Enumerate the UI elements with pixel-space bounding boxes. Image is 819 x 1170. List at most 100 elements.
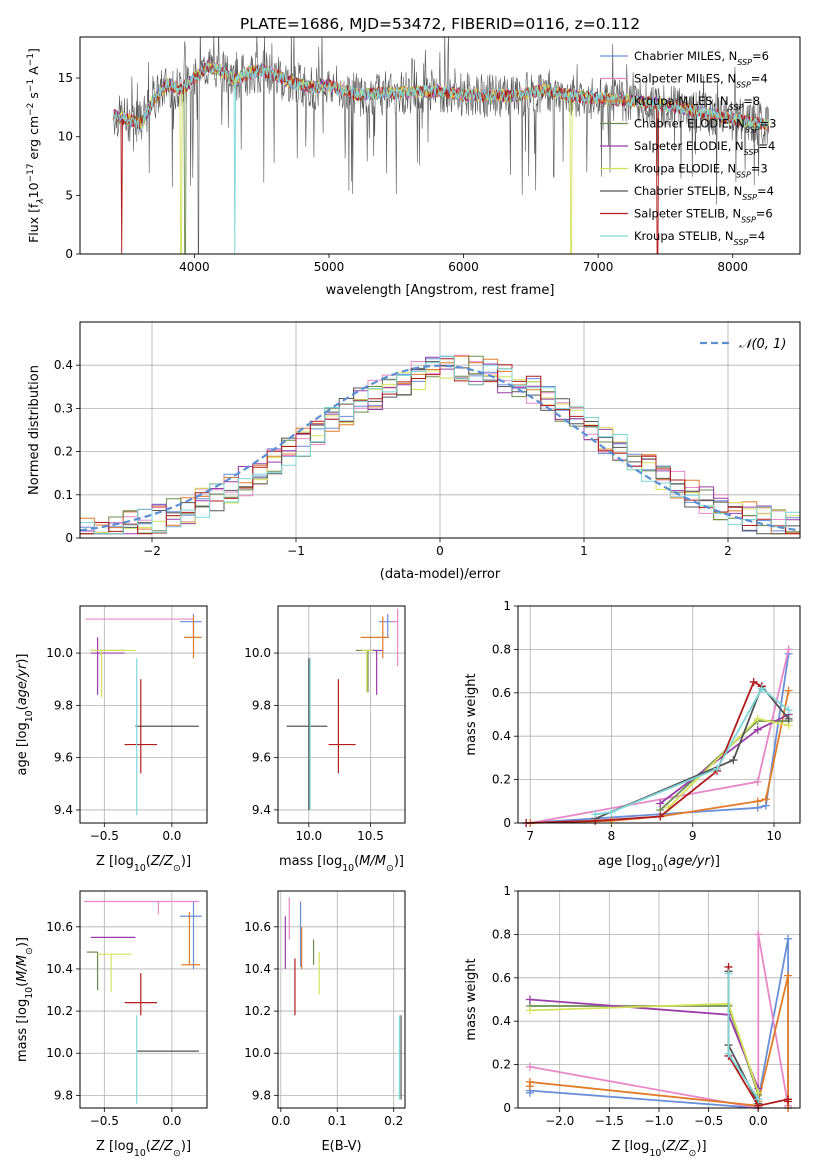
x-tick-label: 4000: [179, 260, 210, 274]
errorbar-kroupa_elodie: [361, 649, 373, 693]
y-tick-label: 10: [58, 130, 73, 144]
x-tick-label: −0.5: [90, 829, 119, 843]
y-tick-label: 0.2: [492, 773, 511, 787]
legend-entry: Chabrier MILES, NSSP=6: [634, 49, 769, 67]
axes-frame: [517, 605, 801, 824]
y-tick-label: 0.4: [492, 1014, 511, 1028]
x-tick-label: −0.5: [694, 1114, 723, 1128]
errorbar-chabrier_elodie: [355, 649, 375, 693]
errorbar-kroupa_miles: [181, 912, 201, 966]
errorbar-chabrier_stelib: [286, 658, 328, 810]
y-tick-label: 1: [503, 599, 511, 613]
y-tick-label: 10.6: [46, 920, 73, 934]
series-marker: [607, 808, 616, 817]
errorbar-salpeter_stelib: [328, 679, 356, 774]
series-line: [529, 1002, 760, 1094]
series-marker: [761, 795, 770, 804]
series-marker: [784, 934, 793, 943]
axes-frame: [79, 605, 208, 824]
series-line: [526, 653, 790, 824]
axes-frame: [79, 890, 208, 1109]
mass-weight-vs-age-plot: 7 8 9 10 0 0.2 0.4 0.6 0.8 1 age [log10(age/yr)] ma…: [464, 599, 801, 874]
y-tick-label: 1: [503, 884, 511, 898]
errorbar-chabrier_miles: [179, 613, 202, 638]
legend-entry: Salpeter ELODIE, NSSP=4: [634, 139, 775, 157]
errorbar-kroupa_elodie: [97, 953, 132, 993]
errorbar-chabrier_miles: [179, 901, 202, 969]
series-marker: [784, 686, 793, 695]
errorbar-salpeter_elodie: [90, 637, 125, 695]
series-marker: [753, 797, 762, 806]
y-tick-label: 9.8: [54, 1088, 73, 1102]
series-marker: [754, 1095, 763, 1104]
normal-curve: [79, 364, 801, 532]
legend-entry: Chabrier STELIB, NSSP=4: [634, 184, 774, 202]
x-tick-label: 0.0: [271, 1114, 290, 1128]
weight-series-kroupa_stelib: [724, 969, 763, 1104]
series-marker: [757, 684, 766, 693]
y-tick-label: 0: [65, 531, 73, 545]
errorbar-kroupa_elodie: [90, 649, 136, 698]
x-tick-label: −1.5: [595, 1114, 624, 1128]
series-line: [595, 687, 790, 816]
histogram-kroupa_stelib: [80, 356, 800, 535]
series-marker: [753, 725, 762, 734]
legend-entry: Kroupa STELIB, NSSP=4: [634, 229, 765, 247]
y-tick-label: 0: [503, 816, 511, 830]
series-marker: [753, 777, 762, 786]
series-marker: [784, 706, 793, 715]
x-axis-label: Z [log10(Z/Z⊙)]: [96, 854, 191, 874]
legend-entry: Salpeter MILES, NSSP=4: [634, 72, 768, 90]
spectrum-legend: Chabrier MILES, NSSP=6 Salpeter MILES, NS…: [600, 49, 776, 247]
spectrum-series-salpeter_stelib: [113, 62, 769, 254]
axes-frame: [277, 890, 406, 1109]
y-tick-label: 9.6: [54, 751, 73, 765]
spectrum-series-kroupa_stelib: [113, 61, 769, 254]
y-tick-label: 10.0: [46, 646, 73, 660]
y-tick-label: 10.6: [244, 920, 271, 934]
y-axis-label: age [log10(age/yr)]: [15, 653, 35, 775]
y-tick-label: 0.8: [492, 927, 511, 941]
y-tick-label: 10.4: [46, 962, 73, 976]
x-tick-label: 9: [689, 829, 697, 843]
y-tick-label: 9.4: [252, 803, 271, 817]
series-marker: [753, 714, 762, 723]
y-axis-label: mass weight: [464, 673, 479, 755]
x-tick-label: 10.5: [357, 829, 384, 843]
series-line: [526, 680, 763, 824]
y-tick-label: 9.8: [252, 1088, 271, 1102]
x-tick-label: 0.1: [328, 1114, 347, 1128]
x-tick-label: 1: [580, 544, 588, 558]
y-axis-label: Normed distribution: [27, 365, 42, 495]
series-line: [594, 684, 790, 820]
x-tick-label: −2.0: [545, 1114, 574, 1128]
series-line: [659, 713, 789, 805]
x-tick-label: 0.0: [162, 829, 181, 843]
y-tick-label: 15: [58, 71, 73, 85]
series-marker: [729, 756, 738, 765]
x-tick-label: 8: [608, 829, 616, 843]
legend-entry: 𝒩(0, 1): [739, 337, 786, 352]
y-tick-label: 10.0: [244, 1046, 271, 1060]
x-tick-label: −2: [143, 544, 161, 558]
series-line: [529, 998, 760, 1089]
y-tick-label: 10.2: [244, 1004, 271, 1018]
y-tick-label: 9.8: [54, 698, 73, 712]
series-line: [727, 971, 760, 1108]
errorbar-salpeter_miles: [391, 608, 399, 667]
x-tick-label: 0.2: [384, 1114, 403, 1128]
spectrum-plot: 4000 5000 6000 7000 8000 0 5 10 15 Chabrier MILES…: [26, 36, 801, 298]
y-tick-label: 0.4: [492, 729, 511, 743]
series-marker: [591, 810, 600, 819]
y-tick-label: 9.6: [252, 751, 271, 765]
errorbar-chabrier_miles: [379, 613, 396, 638]
y-tick-label: 0: [503, 1101, 511, 1115]
y-tick-label: 0.6: [492, 686, 511, 700]
y-tick-label: 0: [65, 247, 73, 261]
series-marker: [724, 969, 733, 978]
series-marker: [784, 645, 793, 654]
mass-weight-vs-metallicity-plot: −2.0 −1.5 −1.0 −0.5 0.0 0 0.2 0.4 0.6 0.8 1 Z [log1…: [464, 884, 801, 1159]
age-vs-mass-plot: 10.0 10.5 9.4 9.6 9.8 10.0 mass [log10(M/M⊙)]: [244, 605, 406, 874]
weight-series-kroupa_stelib: [591, 684, 793, 819]
axes-frame: [517, 890, 801, 1109]
